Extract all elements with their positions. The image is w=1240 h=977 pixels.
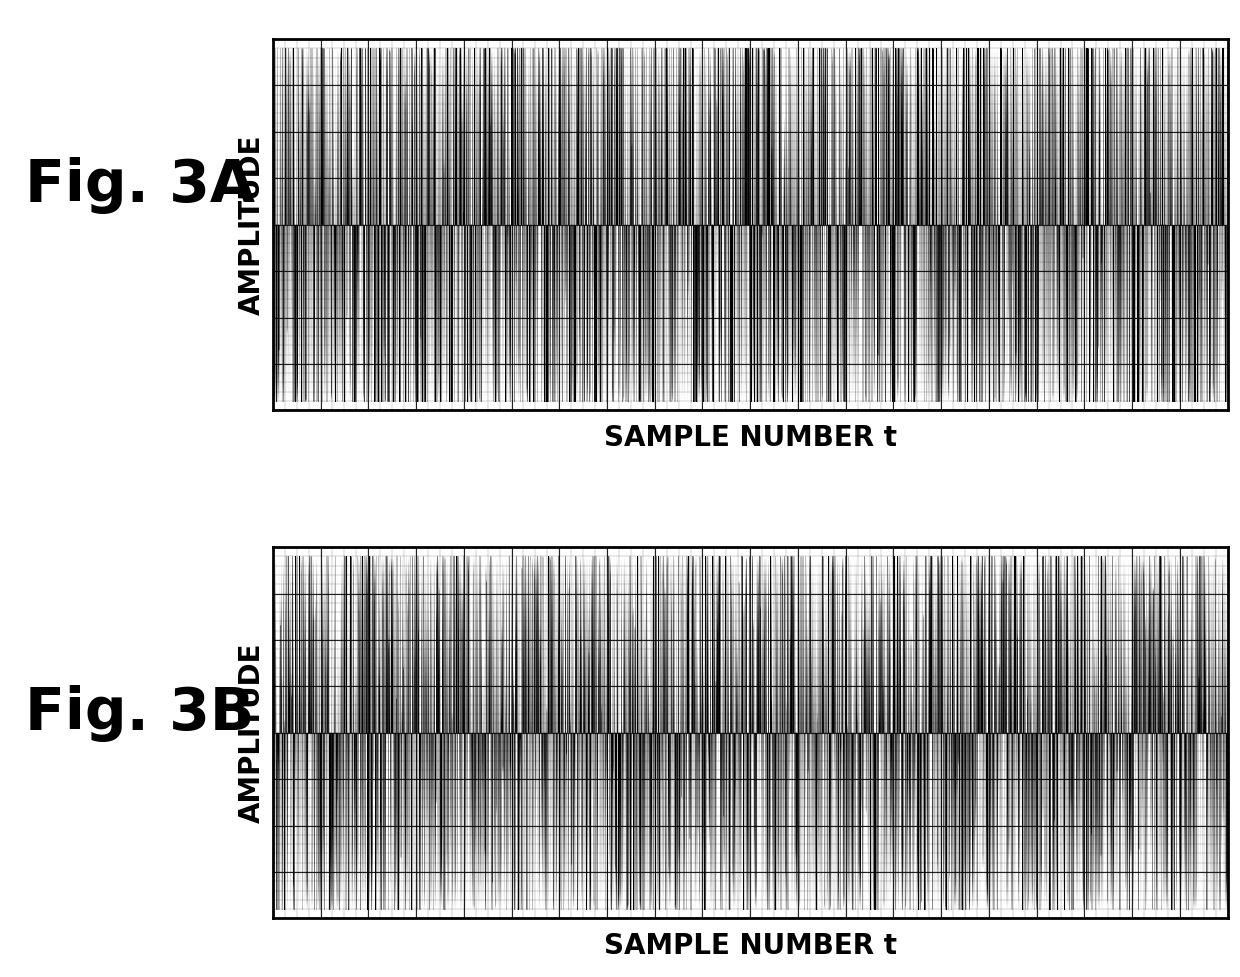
X-axis label: SAMPLE NUMBER t: SAMPLE NUMBER t <box>604 932 897 960</box>
Text: Fig. 3A: Fig. 3A <box>25 157 254 214</box>
Y-axis label: AMPLITUDE: AMPLITUDE <box>238 135 265 315</box>
Y-axis label: AMPLITUDE: AMPLITUDE <box>238 643 265 823</box>
X-axis label: SAMPLE NUMBER t: SAMPLE NUMBER t <box>604 424 897 452</box>
Text: Fig. 3B: Fig. 3B <box>25 685 254 742</box>
